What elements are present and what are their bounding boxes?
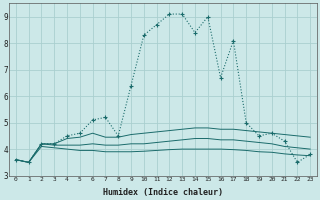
X-axis label: Humidex (Indice chaleur): Humidex (Indice chaleur): [103, 188, 223, 197]
